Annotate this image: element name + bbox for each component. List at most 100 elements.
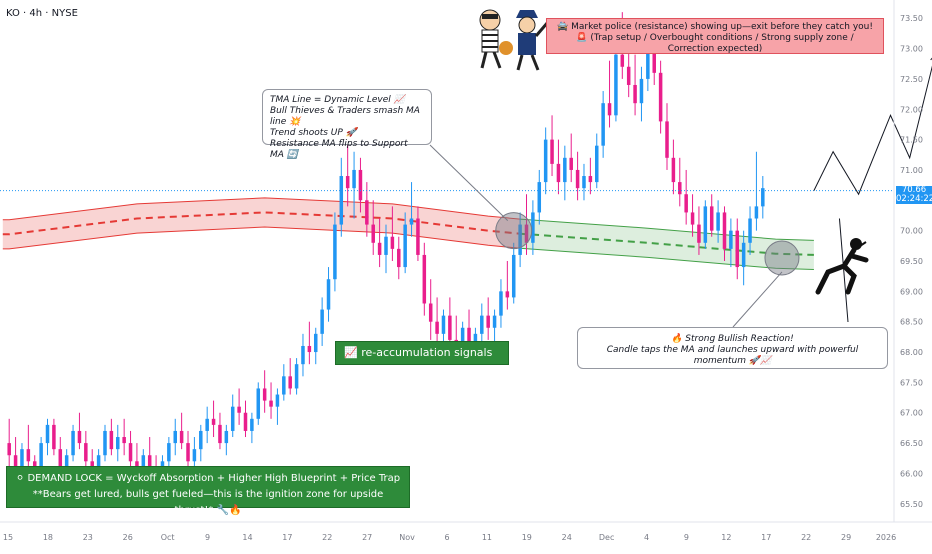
candle [754, 151, 759, 231]
candle-body [282, 376, 286, 395]
candle [729, 218, 733, 268]
candle-body [13, 455, 18, 474]
y-tick-label: 66.50 [900, 439, 923, 448]
candle-body [352, 169, 356, 189]
candle [518, 212, 522, 268]
candle [537, 169, 542, 225]
candle [575, 151, 580, 201]
candle-body [690, 212, 695, 225]
candle [377, 218, 382, 268]
candle [371, 200, 375, 255]
x-tick-label: 18 [43, 533, 53, 542]
demand-line-1: ⚪ DEMAND LOCK = Wyckoff Absorption + Hig… [15, 473, 401, 484]
candle-body [486, 315, 490, 328]
candle-body [64, 455, 69, 468]
candle [52, 418, 56, 456]
candle [690, 194, 695, 237]
candle-body [320, 309, 324, 334]
candle-body [58, 449, 63, 468]
candle-body [230, 406, 235, 431]
candle-body [595, 145, 599, 183]
x-tick-label: Nov [399, 533, 415, 542]
candle-body [211, 418, 216, 425]
x-tick-label: 14 [242, 533, 252, 542]
candle [211, 400, 216, 438]
y-tick-label: 68.50 [900, 318, 923, 327]
candle [288, 358, 292, 395]
candle-body [614, 54, 618, 116]
candle-body [729, 230, 733, 249]
x-tick-label: 6 [444, 533, 449, 542]
police-line-2: 🚨 (Trap setup / Overbought conditions / … [576, 33, 854, 54]
candle-body [646, 48, 650, 79]
candle [71, 424, 75, 462]
candle [339, 157, 344, 237]
candle [722, 206, 727, 261]
candle [588, 157, 593, 195]
x-tick-label: 11 [482, 533, 492, 542]
candle-body [626, 66, 631, 85]
candle-body [665, 121, 669, 158]
candle [122, 418, 126, 456]
x-tick-label: 24 [562, 533, 572, 542]
candle-body [52, 424, 56, 450]
x-tick-label: 29 [841, 533, 851, 542]
candle [633, 54, 637, 116]
candle-body [250, 418, 254, 431]
climber-rope [838, 218, 849, 323]
candle-body [339, 176, 344, 225]
candle-body [397, 248, 401, 268]
candle [282, 364, 286, 401]
support-ma-line [520, 232, 814, 256]
tma-line-3: Trend shoots UP 🚀 [270, 128, 357, 138]
candle-body [301, 345, 305, 365]
candle-body [492, 315, 497, 328]
candle [448, 297, 452, 346]
candle-body [620, 54, 625, 67]
candle-body [275, 394, 280, 407]
x-tick-label: 9 [205, 533, 210, 542]
x-tick-label: 17 [282, 533, 292, 542]
candle [428, 279, 433, 340]
candle [416, 206, 420, 261]
candle [352, 151, 356, 219]
candle-body [697, 224, 701, 243]
candle [128, 430, 133, 468]
candle-body [262, 388, 267, 401]
ma-breakout-zone [495, 212, 533, 250]
candle [492, 309, 497, 346]
candle-body [84, 443, 88, 462]
x-tick-label: 27 [362, 533, 372, 542]
candle-body [716, 212, 720, 231]
candle-body [377, 242, 382, 255]
x-tick-label: Oct [161, 533, 175, 542]
demand-line-2: **Bears get lured, bulls get fueled—this… [32, 489, 384, 516]
candle [45, 418, 50, 456]
candle-body [556, 163, 561, 183]
current-price-tag: 70.66 02:24:22 [896, 185, 932, 204]
candle [543, 127, 548, 195]
resistance-ma-upper [2, 197, 521, 221]
candle [550, 115, 554, 177]
candle-body [269, 400, 273, 407]
candle [601, 91, 605, 158]
y-tick-label: 68.00 [900, 348, 923, 357]
candle-body [237, 406, 241, 413]
candle [358, 157, 363, 213]
candle [237, 388, 241, 425]
candle-body [505, 291, 510, 298]
candle-body [601, 103, 605, 146]
candle [326, 267, 331, 322]
candle [301, 333, 305, 377]
candle-body [582, 176, 586, 189]
candle [403, 212, 407, 274]
candle-body [179, 430, 184, 444]
candle [218, 412, 222, 450]
candle-body [26, 449, 31, 462]
candle [671, 139, 676, 195]
x-tick-label: 4 [644, 533, 649, 542]
tma-line-2: Bull Thieves & Traders smash MA line 💥 [270, 106, 420, 127]
candle [199, 424, 203, 462]
